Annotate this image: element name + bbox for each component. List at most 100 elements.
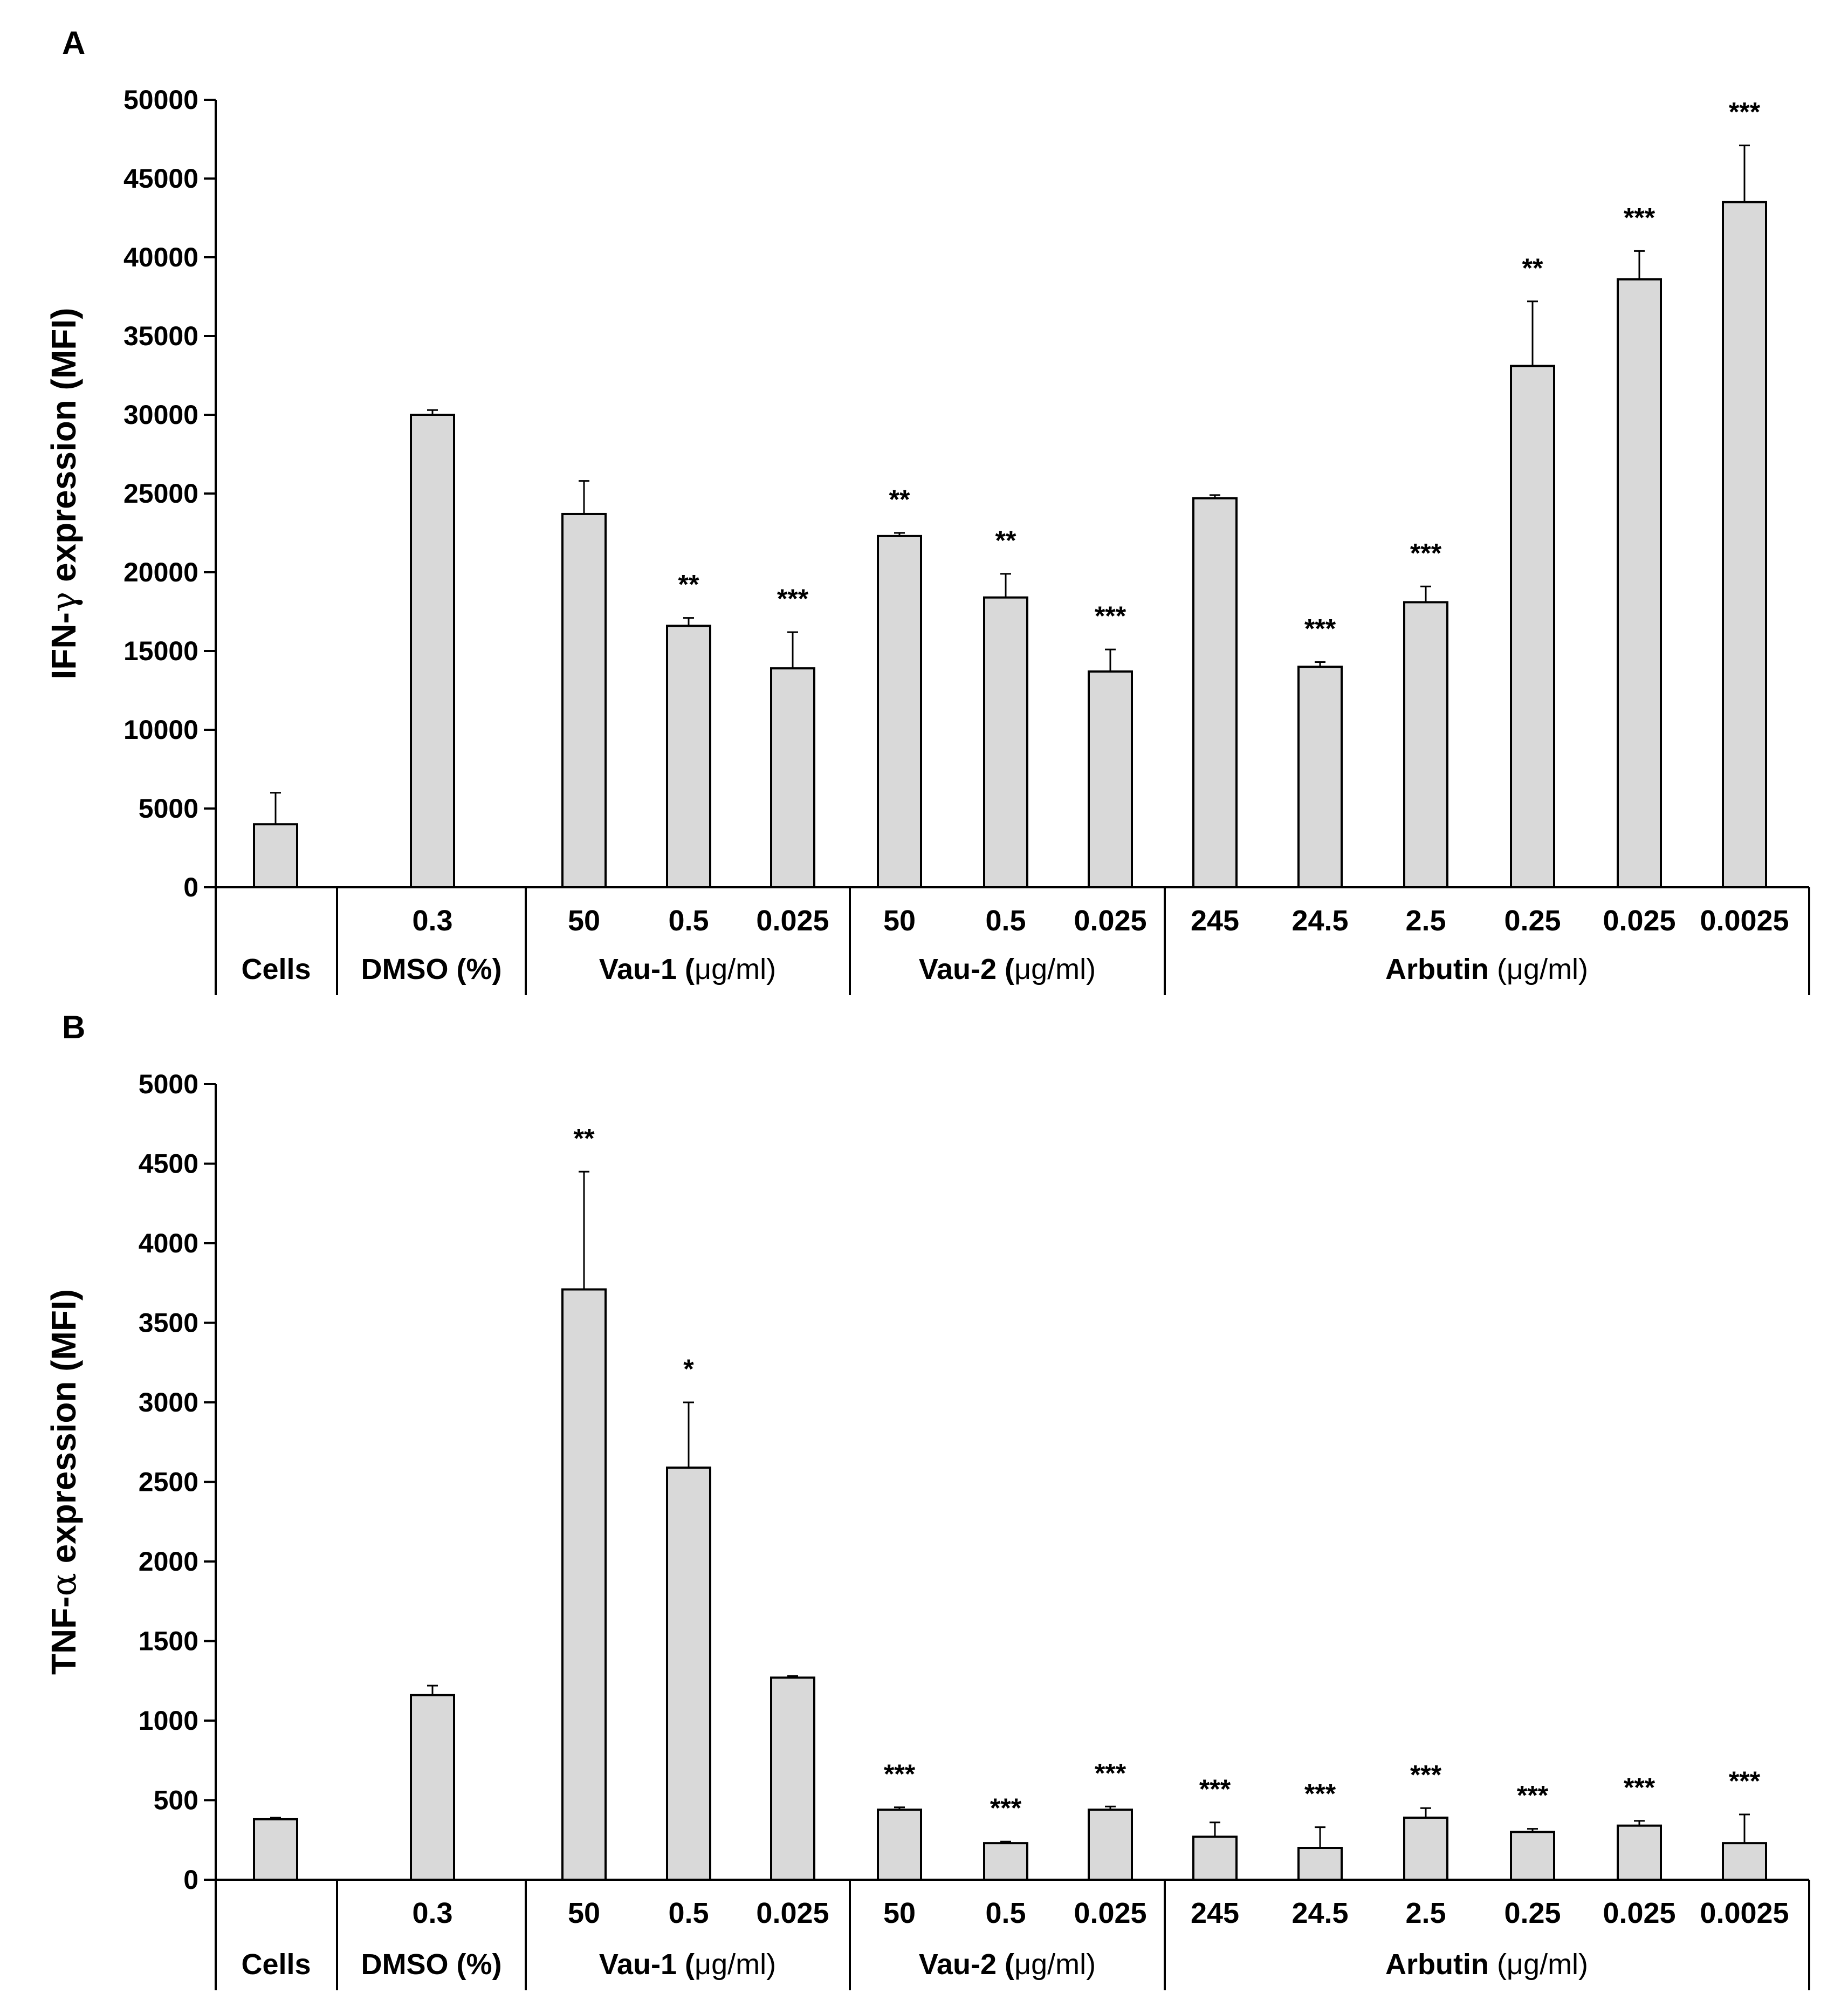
category-label: 50 [568,905,600,937]
significance-marker: *** [1624,202,1655,232]
group-label-name: Vau-1 ( [599,1948,695,1981]
group-label-unit: μg/ml) [1014,953,1096,985]
group-label: Arbutin (μg/ml) [1385,1948,1588,1981]
panel-letter: B [62,1009,85,1045]
y-tick-label: 35000 [123,321,198,351]
significance-marker: *** [1729,97,1761,127]
y-axis-label: IFN-γ expression (MFI) [44,308,84,680]
y-tick-label: 3000 [139,1387,198,1417]
category-label: 245 [1191,905,1239,937]
group-label: DMSO (%) [361,953,502,985]
group-label-name: Arbutin [1385,1948,1497,1981]
group-label: Arbutin (μg/ml) [1385,953,1588,985]
y-tick-label: 45000 [123,163,198,194]
significance-marker: *** [1517,1780,1549,1811]
group-label-unit: μg/ml) [695,953,776,985]
bar [770,667,815,888]
bar [1722,1842,1767,1881]
category-label: 0.5 [985,1897,1026,1929]
category-label: 50 [883,1897,916,1929]
y-tick-label: 25000 [123,478,198,509]
y-tick-label: 2000 [139,1546,198,1577]
y-tick-label: 0 [183,1865,198,1895]
bar [410,1694,455,1881]
significance-marker: ** [995,525,1016,556]
bar [561,1288,607,1881]
y-axis-label-part: TNF- [44,1596,83,1675]
y-tick-label: 3500 [139,1308,198,1338]
bar [253,823,298,888]
category-label: 50 [568,1897,600,1929]
group-label-name: Vau-2 ( [919,953,1014,985]
bar [1722,201,1767,888]
bar [1297,666,1343,888]
bar [666,625,711,889]
group-label: Vau-1 (μg/ml) [599,953,776,985]
group-label-unit: (μg/ml) [1497,1948,1588,1981]
group-label-name: Vau-1 ( [599,953,695,985]
category-label: 0.0025 [1700,1897,1789,1929]
y-tick-label: 0 [183,872,198,902]
bar [1088,1809,1133,1881]
group-label-name: DMSO (%) [361,953,502,985]
bar [253,1818,298,1881]
significance-marker: *** [1095,1758,1126,1788]
bar [1297,1847,1343,1881]
group-label-name: Vau-2 ( [919,1948,1014,1981]
bar [770,1676,815,1881]
y-tick-label: 15000 [123,636,198,666]
bar [1617,278,1662,888]
bar [410,414,455,888]
category-label: 0.5 [668,1897,709,1929]
group-label: Cells [241,1948,311,1981]
y-tick-label: 4000 [139,1228,198,1258]
significance-marker: *** [777,584,809,614]
significance-marker: *** [1199,1774,1231,1804]
y-tick-label: 5000 [139,793,198,824]
panel-a: A 0 5000 10000 15000 20000 25000 30000 35000 4000… [44,25,1810,995]
significance-marker: *** [990,1793,1022,1823]
significance-marker: *** [1624,1772,1655,1803]
group-label-name: Arbutin [1385,953,1497,985]
significance-marker: ** [1522,253,1543,283]
y-tick-label: 5000 [139,1069,198,1099]
bar [1510,1831,1555,1881]
category-label: 245 [1191,1897,1239,1929]
group-label: Vau-2 (μg/ml) [919,1948,1096,1981]
bar [666,1466,711,1881]
bar [1510,365,1555,888]
y-axis-label-part: expression (MFI) [44,308,83,592]
significance-marker: *** [1410,1759,1442,1790]
y-tick-label: 40000 [123,242,198,272]
bar [877,535,922,888]
group-label: Cells [241,953,311,985]
y-tick-label: 2500 [139,1467,198,1497]
y-tick-label: 30000 [123,400,198,430]
bar [983,596,1028,888]
bar [1192,1835,1238,1881]
bar [1403,601,1448,888]
significance-marker: *** [1095,601,1126,631]
significance-marker: ** [889,484,910,515]
bar [1088,670,1133,888]
group-label-name: DMSO (%) [361,1948,502,1981]
y-tick-label: 4500 [139,1149,198,1179]
y-tick-label: 10000 [123,715,198,745]
significance-marker: *** [1304,613,1336,643]
category-label: 0.025 [1603,1897,1675,1929]
bar [1192,497,1238,888]
category-label: 0.5 [668,905,709,937]
group-label-name: Cells [241,953,311,985]
greek-letter: α [44,1573,84,1596]
bar [877,1809,922,1881]
y-axis-label-part: expression (MFI) [44,1289,83,1573]
greek-letter: γ [44,592,84,612]
panel-b: B050010001500200025003000350040004500500… [44,1009,1810,1990]
y-axis-label-part: IFN- [44,612,83,679]
significance-marker: *** [884,1759,916,1789]
category-label: 0.0025 [1700,905,1789,937]
bar [983,1842,1028,1881]
significance-marker: *** [1729,1766,1761,1796]
y-tick-label: 1000 [139,1706,198,1736]
